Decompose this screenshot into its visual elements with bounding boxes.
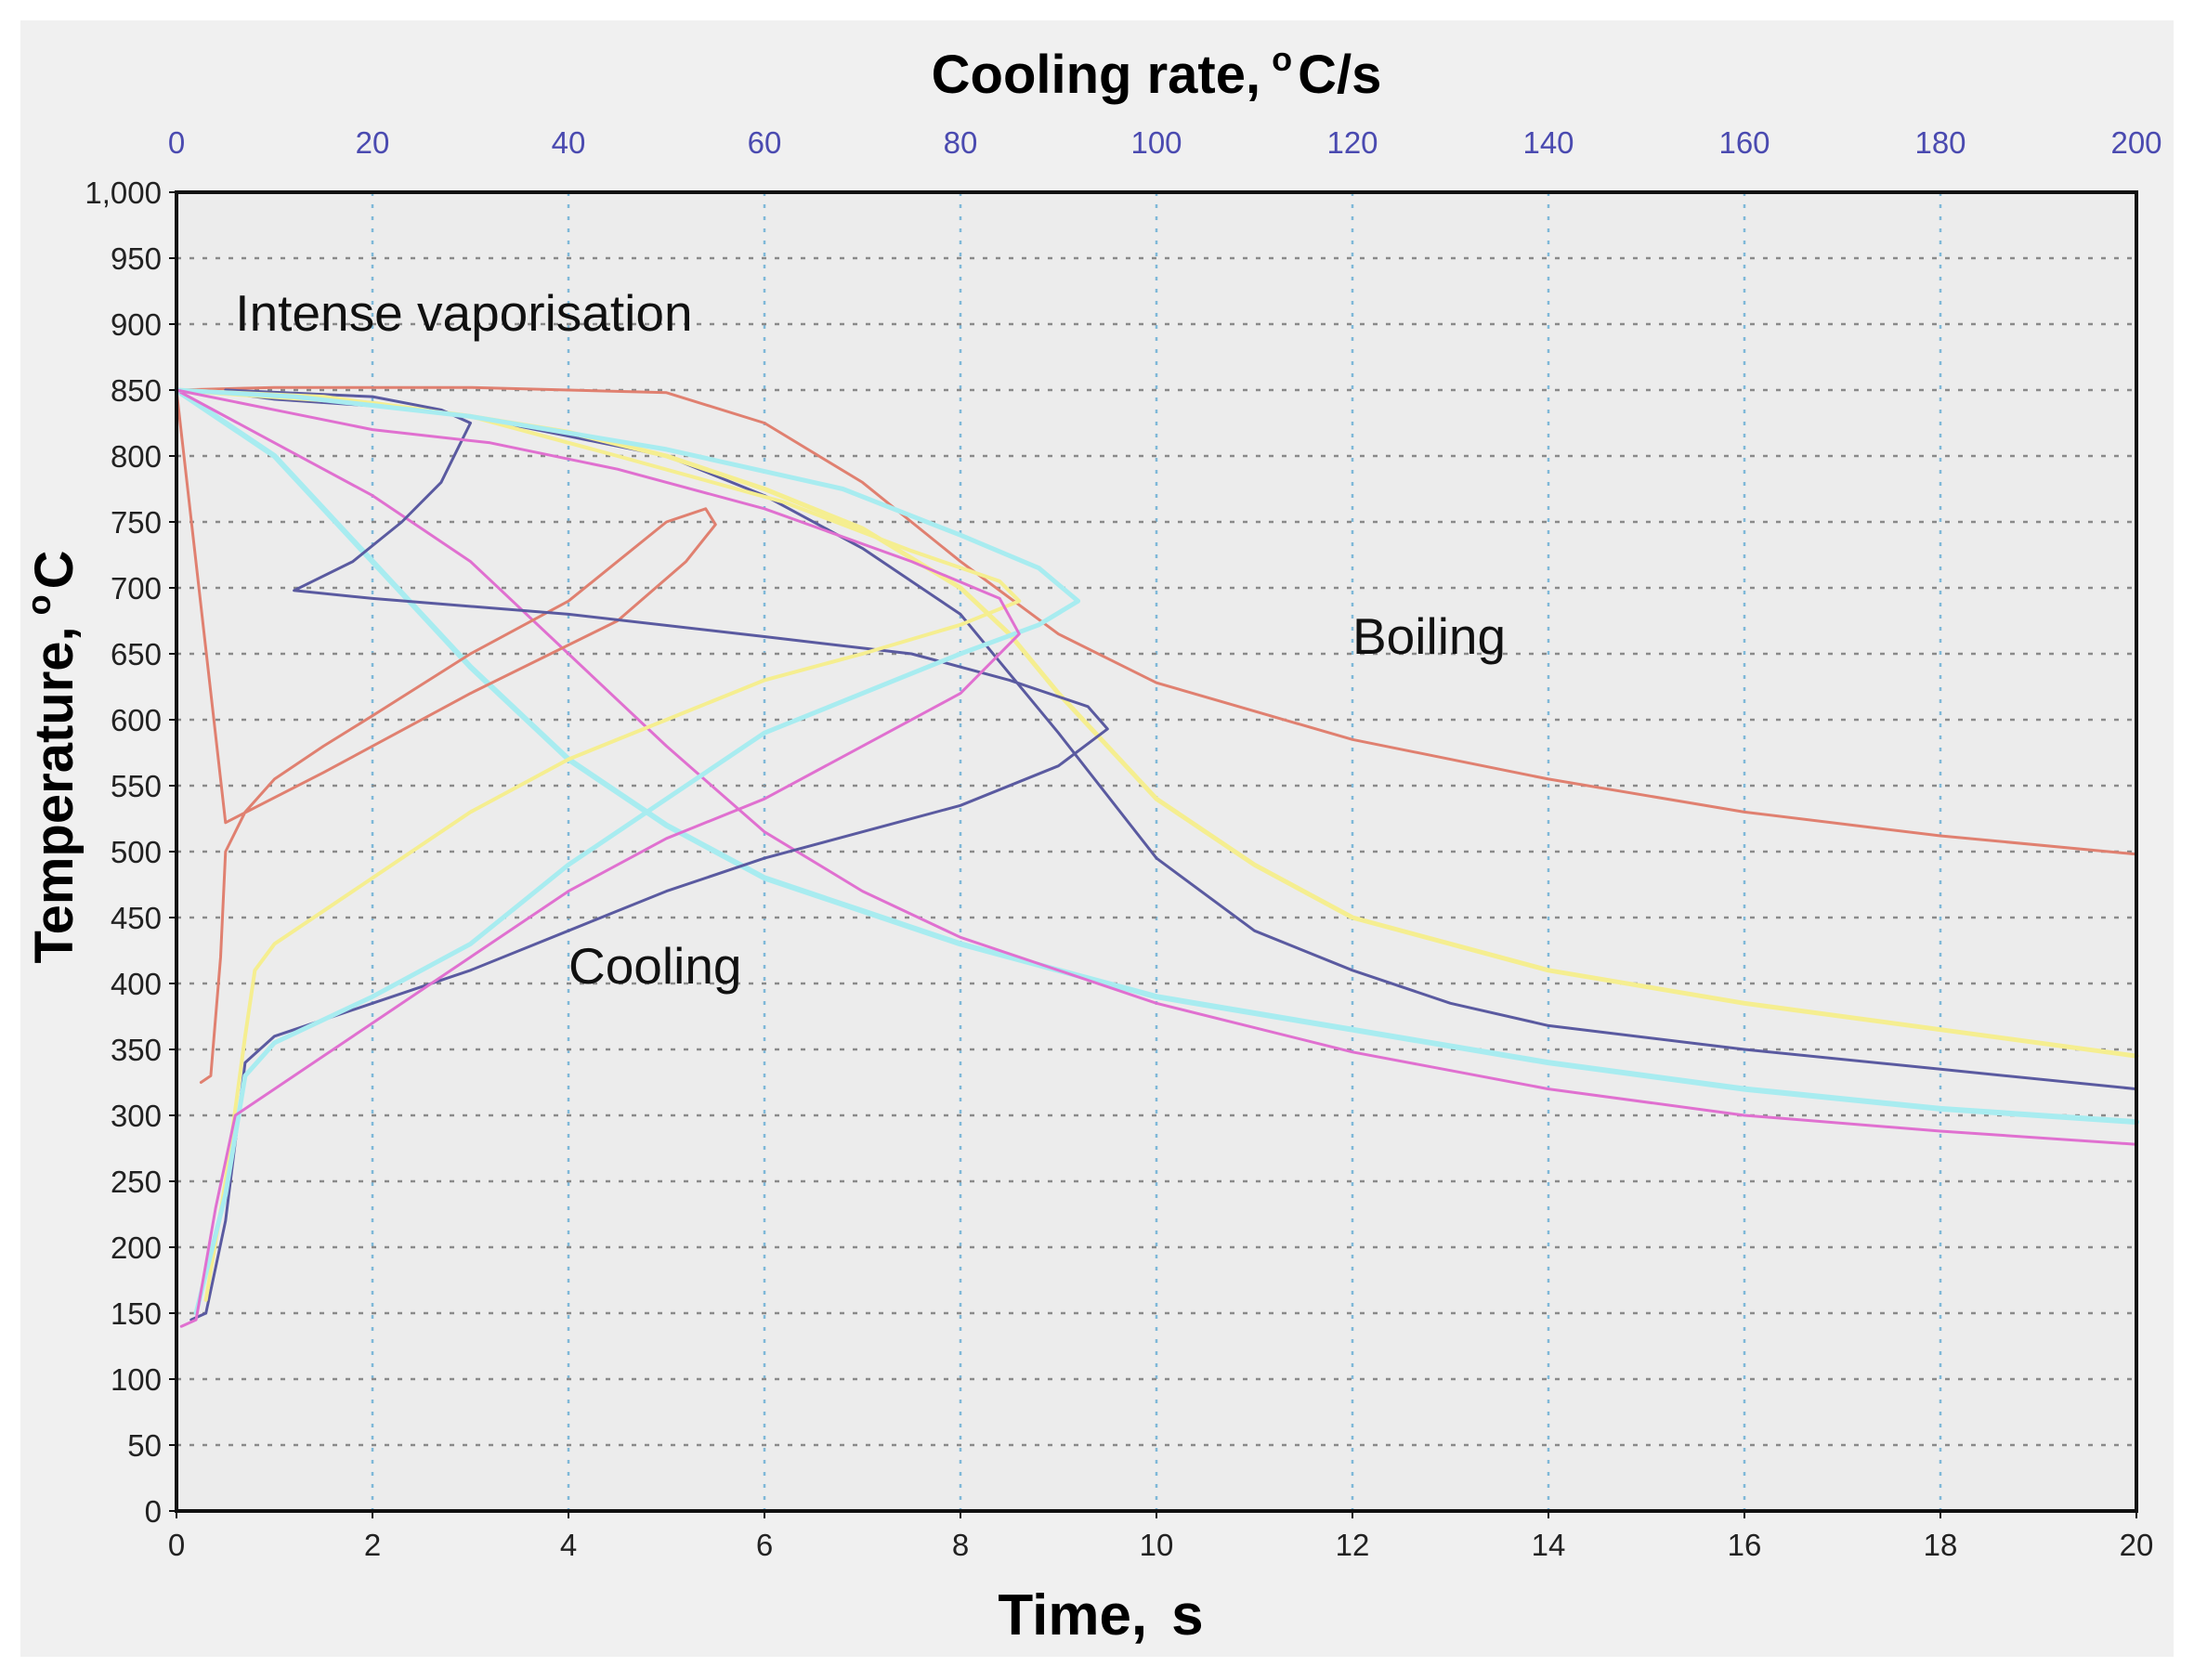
y-tick-label: 300 [111,1099,162,1133]
y-tick-label: 100 [111,1362,162,1397]
x-tick-label: 14 [1532,1528,1566,1562]
series-line [175,388,1021,1328]
x-tick-label: 16 [1728,1528,1762,1562]
annotation-boiling: Boiling [1352,607,1506,665]
x-top-tick-label: 120 [1326,125,1378,160]
x-axis-top-title-unit: C/s [1298,45,1381,105]
y-tick-label: 500 [111,835,162,869]
x-tick-label: 4 [560,1528,577,1562]
y-tick-label: 600 [111,703,162,737]
x-top-tick-label: 20 [356,125,390,160]
y-axis-title-unit: C [24,550,85,589]
series-line [174,387,2139,1126]
y-tick-label: 400 [111,967,162,1001]
series-line [174,387,1081,1316]
x-axis-bottom-title: Time, s [998,1583,1203,1647]
x-axis-top-ticks: 0 20 40 60 80 100 120 140 160 180 200 [168,125,2162,160]
x-tick-label: 12 [1336,1528,1370,1562]
x-top-tick-label: 160 [1718,125,1770,160]
y-tick-label: 350 [111,1033,162,1067]
y-tick-label: 250 [111,1165,162,1199]
x-tick-label: 18 [1924,1528,1958,1562]
annotation-intense-vaporisation: Intense vaporisation [235,284,692,342]
series-layer [174,385,2139,1328]
x-top-tick-label: 0 [168,125,185,160]
y-tick-label: 950 [111,241,162,276]
y-tick-label: 900 [111,307,162,342]
x-tick-label: 10 [1140,1528,1174,1562]
y-axis-ticks: 0 50 100 150 200 250 300 350 400 450 500 550 600 650 7… [85,176,176,1529]
x-axis-bottom-title-unit: s [1171,1583,1203,1647]
annotations: Intense vaporisation Boiling Cooling [235,284,1506,995]
x-tick-label: 2 [364,1528,381,1562]
x-top-tick-label: 60 [748,125,782,160]
y-tick-label: 700 [111,571,162,606]
x-top-tick-label: 140 [1522,125,1574,160]
x-axis-bottom-ticks: 0 2 4 6 8 10 12 14 16 18 20 [168,1511,2154,1562]
y-tick-label: 1,000 [85,176,162,210]
x-top-tick-label: 80 [944,125,978,160]
y-tick-label: 450 [111,901,162,935]
series-line [175,388,1022,1302]
x-tick-label: 0 [168,1528,185,1562]
x-top-tick-label: 100 [1130,125,1182,160]
x-top-tick-label: 180 [1914,125,1965,160]
annotation-cooling: Cooling [568,937,742,995]
y-tick-label: 0 [145,1494,162,1529]
y-tick-label: 850 [111,373,162,408]
series-line [175,388,717,1084]
y-tick-label: 150 [111,1296,162,1331]
x-axis-top-title-sup: o [1272,40,1292,78]
y-tick-label: 650 [111,637,162,671]
x-top-tick-label: 40 [552,125,586,160]
x-tick-label: 6 [756,1528,773,1562]
y-tick-label: 550 [111,769,162,803]
y-tick-label: 750 [111,505,162,540]
y-axis-title: Temperature, oC [20,550,85,963]
y-axis-title-main: Temperature, [24,626,85,963]
x-top-tick-label: 200 [2110,125,2161,160]
y-tick-label: 50 [127,1428,162,1463]
x-tick-label: 20 [2120,1528,2154,1562]
y-tick-label: 800 [111,439,162,474]
x-axis-bottom-title-main: Time, [998,1583,1147,1647]
x-axis-top-title-main: Cooling rate, [932,45,1260,105]
y-axis-title-sup: o [20,594,58,615]
y-tick-label: 200 [111,1231,162,1265]
series-line [175,385,2138,856]
x-tick-label: 8 [952,1528,969,1562]
x-axis-top-title: Cooling rate, o C/s [932,40,1382,105]
